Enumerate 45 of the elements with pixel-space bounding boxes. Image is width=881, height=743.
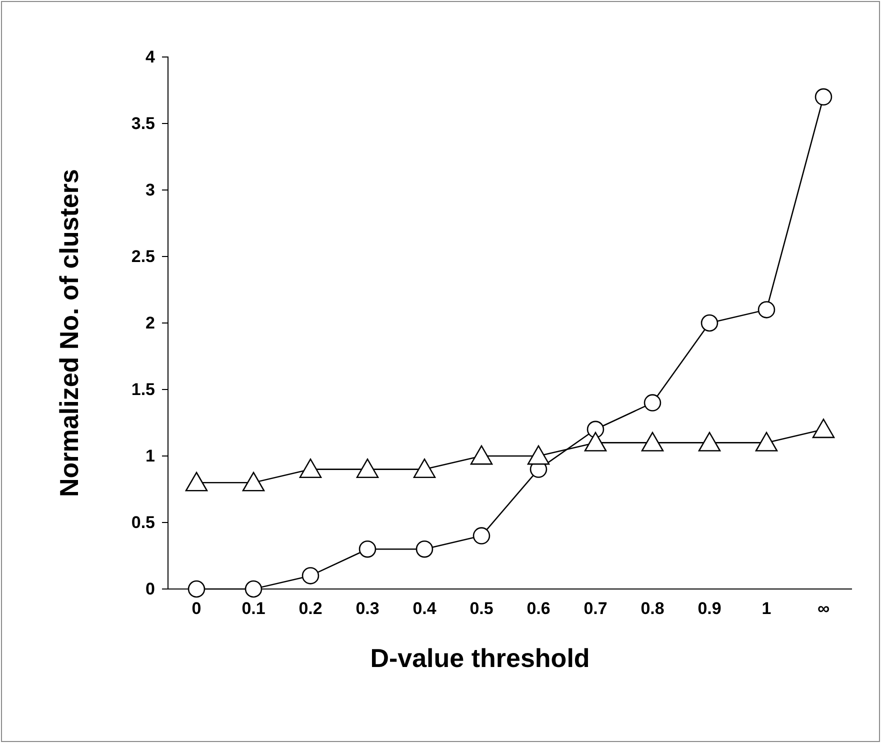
point — [413, 458, 436, 478]
x-tick-label: 0 — [192, 599, 202, 618]
x-tick-label: 0.3 — [356, 599, 380, 618]
point — [644, 394, 662, 412]
x-tick-label: 0.6 — [526, 599, 550, 618]
y-tick-label: 2 — [146, 313, 155, 332]
x-tick-label: 0.9 — [698, 599, 722, 618]
y-tick-label: 1 — [146, 446, 155, 466]
point — [242, 472, 265, 492]
x-tick-label: 1 — [762, 599, 772, 618]
x-tick-label: 0.8 — [640, 599, 664, 618]
point — [814, 88, 832, 106]
point — [527, 445, 550, 465]
point — [758, 301, 776, 318]
point — [812, 418, 835, 438]
point — [700, 314, 718, 332]
y-tick-label: 0.5 — [131, 512, 155, 532]
point — [299, 458, 322, 478]
y-tick-label: 3.5 — [131, 114, 155, 133]
point — [358, 540, 376, 558]
point — [302, 567, 320, 584]
point — [470, 445, 493, 465]
y-tick-label: 1.5 — [131, 380, 155, 399]
point — [416, 540, 434, 558]
y-axis-title: Normalized No. of clusters — [54, 169, 84, 497]
y-tick-label: 0 — [146, 579, 155, 598]
x-axis-title: D-value threshold — [370, 643, 590, 673]
x-tick-label: ∞ — [817, 599, 830, 618]
point — [472, 527, 490, 544]
y-tick-label: 2.5 — [131, 246, 155, 266]
point — [641, 432, 664, 452]
point — [188, 580, 206, 598]
point — [356, 458, 379, 478]
point — [755, 432, 778, 452]
x-tick-label: 0.5 — [470, 599, 494, 618]
point — [698, 432, 721, 452]
point — [584, 432, 607, 452]
y-tick-label: 4 — [146, 47, 156, 66]
x-tick-label: 0.2 — [298, 599, 322, 618]
x-tick-label: 0.4 — [412, 599, 437, 618]
y-tick-label: 3 — [146, 180, 155, 200]
x-tick-label: 0.1 — [242, 599, 266, 618]
point — [185, 472, 208, 492]
point — [244, 580, 262, 598]
x-tick-label: 0.7 — [584, 599, 608, 618]
